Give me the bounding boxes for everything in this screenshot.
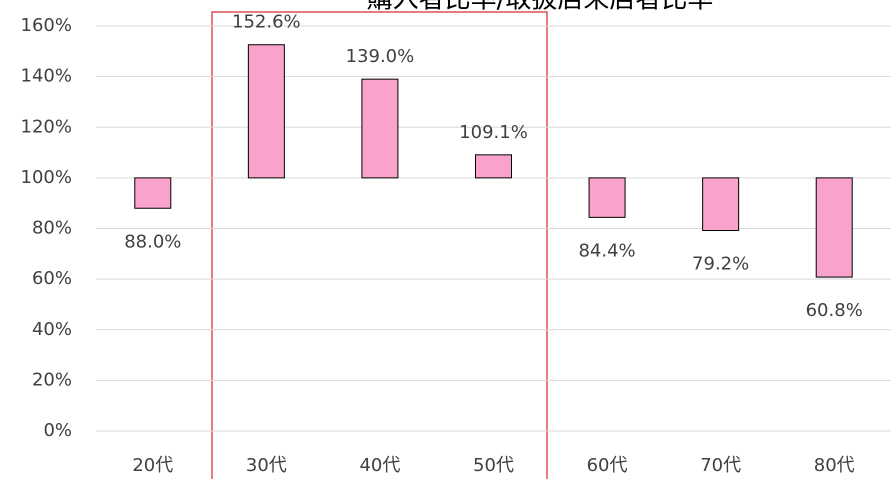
y-tick-label: 100% (21, 167, 72, 188)
bar (588, 177, 626, 218)
x-tick-label: 30代 (246, 455, 287, 476)
x-tick-label: 50代 (473, 455, 514, 476)
y-tick-label: 20% (32, 369, 72, 390)
bar (475, 154, 512, 179)
data-label: 152.6% (232, 12, 301, 33)
bar (702, 177, 740, 232)
x-tick-label: 40代 (359, 455, 400, 476)
data-label: 84.4% (578, 240, 635, 261)
bar (134, 177, 172, 209)
y-tick-label: 40% (32, 319, 72, 340)
x-tick-label: 70代 (700, 455, 741, 476)
bar (247, 44, 285, 179)
highlight-box (211, 11, 548, 479)
y-tick-label: 120% (21, 116, 72, 137)
y-tick-label: 60% (32, 268, 72, 289)
y-tick-label: 0% (43, 420, 72, 441)
data-label: 60.8% (806, 300, 863, 321)
data-label: 79.2% (692, 254, 749, 275)
data-label: 109.1% (459, 122, 528, 143)
y-tick-label: 140% (21, 66, 72, 87)
bar (815, 177, 853, 278)
data-label: 139.0% (346, 46, 415, 67)
bar (361, 78, 399, 179)
y-tick-label: 80% (32, 218, 72, 239)
y-tick-label: 160% (21, 15, 72, 36)
x-tick-label: 80代 (814, 455, 855, 476)
x-tick-label: 60代 (587, 455, 628, 476)
x-tick-label: 20代 (132, 455, 173, 476)
chart-title: 購入者比率/取扱店来店者比率 (367, 0, 714, 15)
data-label: 88.0% (124, 231, 181, 252)
